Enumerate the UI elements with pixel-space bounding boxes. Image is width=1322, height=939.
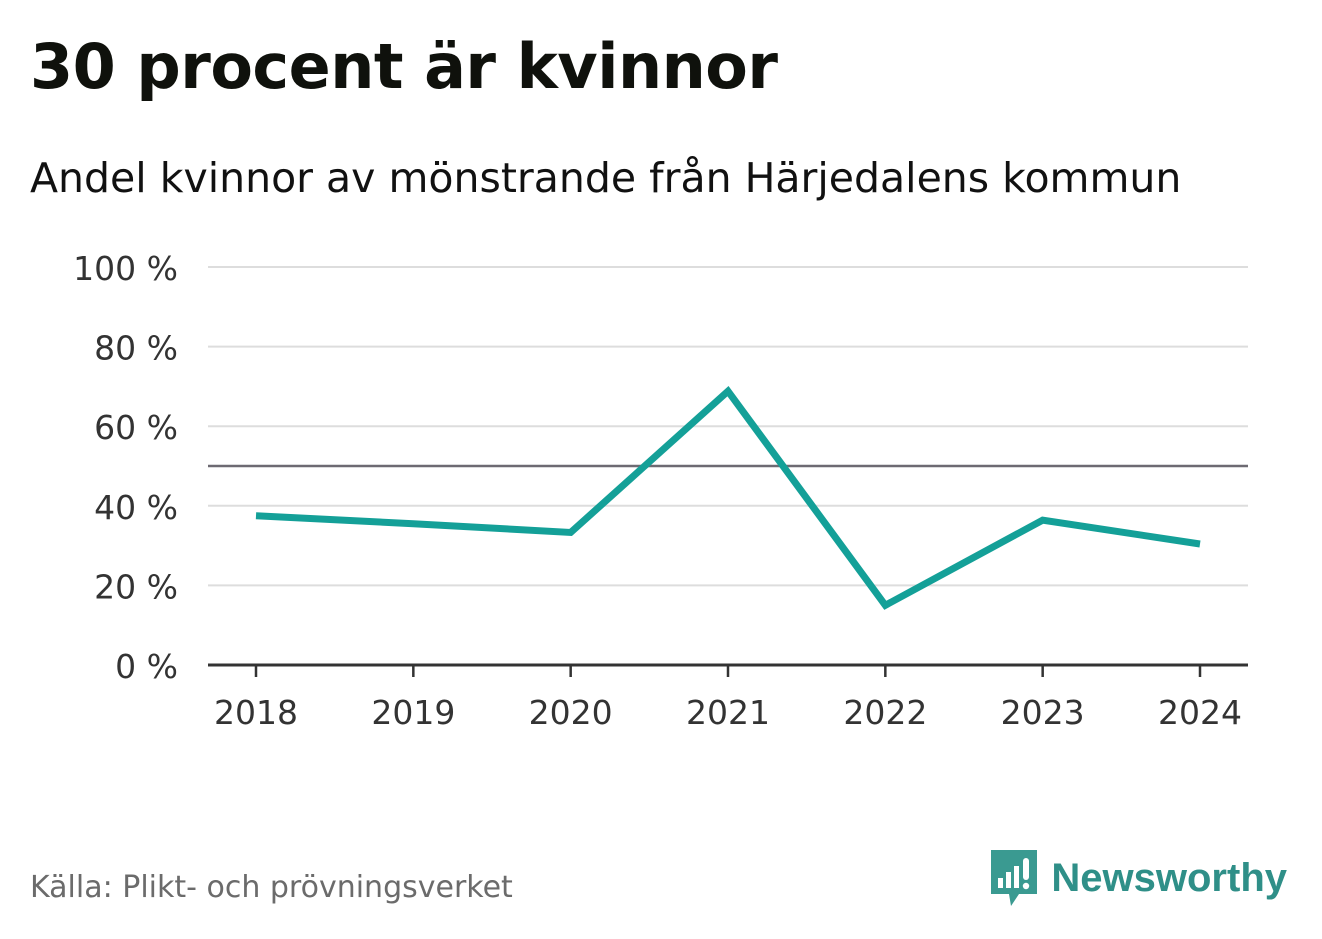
brand-name: Newsworthy [1051, 855, 1287, 900]
x-tick-label: 2019 [371, 693, 455, 732]
y-tick-label: 60 % [94, 408, 178, 447]
x-tick-label: 2021 [686, 693, 770, 732]
x-tick-label: 2022 [843, 693, 927, 732]
chart-title: 30 procent är kvinnor [30, 30, 778, 103]
y-tick-label: 40 % [94, 488, 178, 527]
x-axis: 2018 2019 2020 2021 2022 2023 2024 [208, 663, 1248, 732]
gridlines [208, 266, 1248, 587]
source-note: Källa: Plikt- och prövningsverket [30, 870, 513, 905]
y-tick-label: 100 % [73, 249, 178, 288]
x-tick-label: 2020 [529, 693, 613, 732]
chart-subtitle: Andel kvinnor av mönstrande från Härjeda… [30, 154, 1182, 202]
series-group [255, 385, 1201, 610]
x-tick-label: 2018 [214, 693, 298, 732]
x-tick-label: 2024 [1158, 693, 1242, 732]
x-tick-label: 2023 [1001, 693, 1085, 732]
series-line [255, 385, 1201, 610]
y-tick-label: 80 % [94, 329, 178, 368]
y-axis-ticks: 0 % 20 % 40 % 60 % 80 % 100 % [73, 249, 178, 686]
y-tick-label: 20 % [94, 567, 178, 606]
brand-logo[interactable]: Newsworthy [989, 848, 1287, 908]
line-chart: 0 % 20 % 40 % 60 % 80 % 100 % 2018 2019 2020 202… [73, 249, 1248, 732]
newsworthy-logo-icon [991, 850, 1038, 906]
y-tick-label: 0 % [115, 647, 178, 686]
